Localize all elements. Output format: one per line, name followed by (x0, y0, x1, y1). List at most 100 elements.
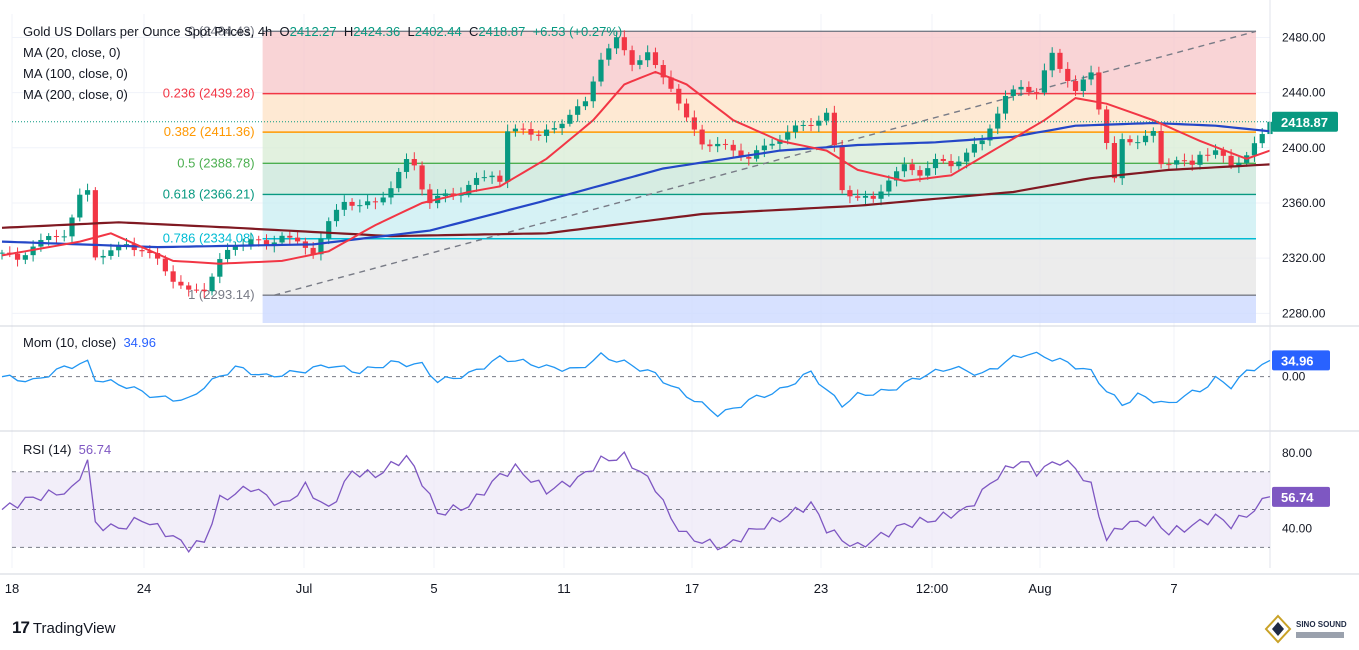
candle-body (473, 178, 480, 185)
candle-body (512, 128, 519, 132)
candle-body (318, 238, 324, 255)
candle-body (652, 52, 659, 66)
candle-body (139, 250, 145, 252)
candle-body (964, 152, 970, 162)
candle-body (170, 271, 176, 282)
candle-body (162, 258, 168, 272)
candle-body (645, 52, 651, 61)
candle-body (847, 190, 853, 197)
candle-body (77, 194, 83, 218)
candle-body (606, 48, 612, 60)
candle-body (870, 195, 876, 199)
candle-body (660, 65, 666, 78)
candle-body (365, 201, 371, 206)
candle-body (1065, 68, 1071, 82)
candle-body (419, 165, 425, 190)
candle-body (14, 253, 21, 260)
candle-body (1104, 109, 1110, 144)
candle-body (1197, 154, 1203, 165)
candle-body (193, 289, 200, 291)
candle-body (746, 156, 752, 159)
fib-zone (262, 163, 1257, 195)
candle-body (442, 193, 449, 196)
rsi-value-tag-text: 56.74 (1281, 490, 1314, 505)
candle-body (116, 244, 122, 251)
time-axis-tick: 12:00 (916, 581, 949, 596)
candle-body (1236, 162, 1242, 167)
candle-body (1212, 150, 1219, 155)
candle-body (1080, 79, 1086, 92)
candle-body (388, 188, 394, 198)
candle-body (279, 235, 285, 243)
ma200-legend[interactable]: MA (200, close, 0) (23, 87, 128, 102)
high-value: 2424.36 (353, 24, 401, 39)
candle-body (785, 132, 791, 140)
candle-body (559, 123, 565, 129)
candle-body (1057, 52, 1063, 69)
candle-body (738, 150, 744, 157)
ma20-legend[interactable]: MA (20, close, 0) (23, 45, 121, 60)
candle-body (248, 239, 254, 245)
candle-body (761, 145, 767, 151)
candle-body (987, 128, 993, 141)
mom-axis-tick: 0.00 (1282, 370, 1306, 384)
fib-level-label: 0.382 (2411.36) (164, 124, 255, 139)
candle-body (186, 285, 192, 290)
candle-body (357, 205, 363, 207)
candle-body (178, 281, 184, 286)
candle-body (909, 164, 915, 171)
candle-body (1189, 160, 1195, 165)
ma100-legend[interactable]: MA (100, close, 0) (23, 66, 128, 81)
candle-body (1142, 135, 1149, 143)
candle-body (450, 193, 456, 196)
candle-body (582, 101, 589, 107)
candle-body (46, 236, 52, 240)
mom-legend[interactable]: Mom (10, close) 34.96 (23, 335, 156, 350)
candle-body (855, 196, 861, 198)
candle-body (217, 259, 223, 277)
candle-body (707, 144, 713, 147)
candle-body (349, 201, 355, 206)
fib-level-label: 0.618 (2366.21) (163, 186, 255, 201)
candle-body (372, 201, 378, 203)
rsi-legend[interactable]: RSI (14) 56.74 (23, 442, 111, 457)
fib-zone (262, 31, 1257, 94)
time-axis-tick: 24 (137, 581, 151, 596)
candle-body (1259, 134, 1265, 144)
candle-body (1158, 131, 1164, 165)
candle-body (1174, 160, 1180, 165)
candle-body (722, 143, 729, 145)
candle-body (256, 239, 262, 241)
fib-level-label: 1 (2293.14) (188, 287, 255, 302)
ma20-line (1, 70, 1271, 265)
candle-body (1034, 92, 1040, 94)
candle-body (427, 189, 433, 204)
mom-line (1, 351, 1271, 418)
candle-body (894, 171, 900, 181)
candle-body (917, 170, 923, 176)
candle-body (598, 59, 604, 82)
candle-body (1181, 160, 1188, 162)
candle-body (224, 249, 231, 260)
candle-body (0, 252, 5, 254)
candle-body (932, 158, 939, 169)
candle-body (699, 129, 705, 145)
candle-body (154, 253, 161, 259)
candle-body (310, 247, 316, 255)
candle-body (1127, 139, 1133, 143)
time-axis-tick: 17 (685, 581, 699, 596)
rsi-line (1, 450, 1271, 554)
candle-body (1041, 70, 1048, 93)
mom-value-tag-text: 34.96 (1281, 353, 1314, 368)
fib-level-label: 0.236 (2439.28) (163, 86, 255, 101)
candle-body (1135, 142, 1141, 144)
symbol-title: Gold US Dollars per Ounce Spot Prices, 4… (23, 24, 273, 39)
close-value: 2418.87 (478, 24, 526, 39)
candle-body (61, 236, 67, 238)
candle-body (575, 106, 581, 115)
tradingview-logo[interactable]: 17 TradingView (12, 618, 115, 638)
candle-body (100, 255, 106, 258)
candle-body (1002, 95, 1009, 114)
candle-body (816, 120, 822, 126)
